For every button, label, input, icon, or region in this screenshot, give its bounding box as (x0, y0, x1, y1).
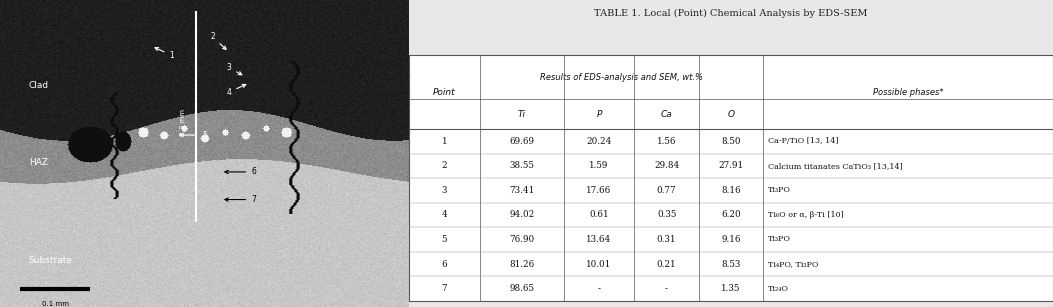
Text: Ca: Ca (660, 110, 673, 119)
Text: 81.26: 81.26 (509, 259, 534, 269)
Text: 10.01: 10.01 (587, 259, 612, 269)
Text: 73.41: 73.41 (509, 186, 534, 195)
Text: 0.77: 0.77 (657, 186, 676, 195)
Text: 1.59: 1.59 (590, 161, 609, 170)
Text: 20.24: 20.24 (587, 137, 612, 146)
Text: -: - (597, 284, 600, 293)
Text: 5: 5 (180, 130, 207, 140)
Text: 0.1 mm: 0.1 mm (42, 301, 68, 307)
Text: 38.55: 38.55 (510, 161, 534, 170)
Text: 0.31: 0.31 (657, 235, 676, 244)
Text: 94.02: 94.02 (509, 210, 534, 220)
Text: Substrate: Substrate (28, 256, 73, 266)
Text: 6.20: 6.20 (721, 210, 741, 220)
Text: P: P (596, 110, 601, 119)
Text: Point: Point (433, 87, 456, 97)
Text: 9.16: 9.16 (721, 235, 740, 244)
Text: 69.69: 69.69 (510, 137, 534, 146)
Text: 13.64: 13.64 (587, 235, 612, 244)
Text: TABLE 1. Local (Point) Chemical Analysis by EDS-SEM: TABLE 1. Local (Point) Chemical Analysis… (594, 9, 868, 18)
Text: 3: 3 (226, 63, 242, 75)
Text: 4: 4 (226, 84, 245, 97)
Text: 8.50: 8.50 (721, 137, 740, 146)
Text: 8.16: 8.16 (721, 186, 741, 195)
Text: Calcium titanates CaTiO₃ [13,14]: Calcium titanates CaTiO₃ [13,14] (769, 162, 903, 170)
Text: 29.84: 29.84 (654, 161, 679, 170)
Text: 3: 3 (441, 186, 448, 195)
Text: 7: 7 (225, 195, 256, 204)
Text: Possible phases*: Possible phases* (873, 87, 943, 97)
Text: 0.3 mm: 0.3 mm (180, 109, 186, 136)
Text: 4: 4 (441, 210, 448, 220)
Text: Ti: Ti (518, 110, 525, 119)
Text: Ca-P/TiO [13, 14]: Ca-P/TiO [13, 14] (769, 137, 839, 145)
Text: Results of EDS-analysis and SEM, wt.%: Results of EDS-analysis and SEM, wt.% (540, 73, 703, 82)
Text: HAZ: HAZ (28, 158, 47, 167)
Text: 27.91: 27.91 (718, 161, 743, 170)
Text: 6: 6 (441, 259, 448, 269)
Text: 76.90: 76.90 (509, 235, 534, 244)
Text: Ti₂₄O: Ti₂₄O (769, 285, 790, 293)
Text: 0.61: 0.61 (589, 210, 609, 220)
Text: 5: 5 (441, 235, 448, 244)
Text: 1: 1 (441, 137, 448, 146)
Bar (409, 55, 1053, 301)
Text: O: O (728, 110, 735, 119)
Text: -: - (665, 284, 668, 293)
Text: 1.56: 1.56 (657, 137, 676, 146)
Text: 0.35: 0.35 (657, 210, 676, 220)
Text: 7: 7 (441, 284, 448, 293)
Text: 2: 2 (441, 161, 448, 170)
Text: Ti₃PO: Ti₃PO (769, 186, 792, 194)
Text: 1.35: 1.35 (721, 284, 740, 293)
Text: Ti₃PO: Ti₃PO (769, 235, 792, 243)
Text: 8.53: 8.53 (721, 259, 740, 269)
Text: 0.21: 0.21 (657, 259, 676, 269)
Text: 17.66: 17.66 (587, 186, 612, 195)
Text: 6: 6 (225, 167, 256, 177)
Text: Clad: Clad (28, 81, 48, 91)
Text: 2: 2 (211, 32, 226, 49)
Text: Ti₄PO, Ti₃PO: Ti₄PO, Ti₃PO (769, 260, 819, 268)
Text: 1: 1 (155, 48, 174, 60)
Text: 98.65: 98.65 (510, 284, 534, 293)
Text: Ti₆O or α, β-Ti [10]: Ti₆O or α, β-Ti [10] (769, 211, 845, 219)
